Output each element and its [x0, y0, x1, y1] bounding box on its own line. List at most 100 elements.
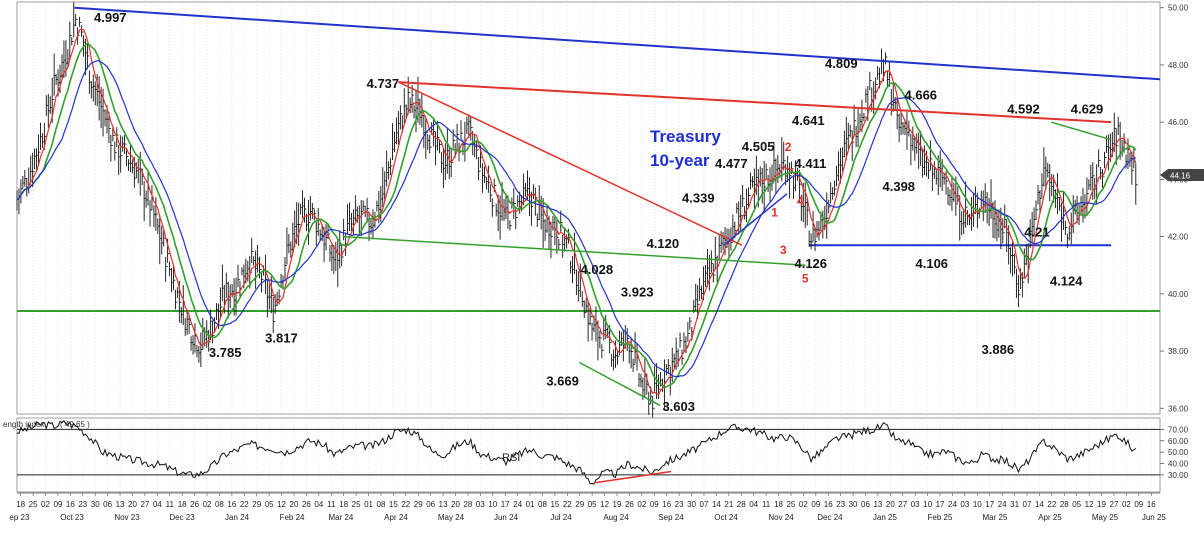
x-tick-label: 29 — [575, 500, 584, 509]
price-label: 4.106 — [916, 256, 949, 271]
wave-labels: 1 2 3 4 5 — [771, 140, 809, 286]
price-tick-label: 46.00 — [1168, 118, 1189, 127]
x-tick-label: 24 — [998, 500, 1007, 509]
x-tick-label: 10 — [488, 500, 497, 509]
x-tick-label: 11 — [327, 500, 336, 509]
rsi-line — [16, 419, 1137, 485]
x-tick-label: 27 — [898, 500, 907, 509]
x-tick-label: 15 — [550, 500, 559, 509]
chart-title-line2: 10-year — [650, 151, 710, 170]
x-tick-label: 27 — [1110, 500, 1119, 509]
x-tick-label: 16 — [66, 500, 75, 509]
month-label: Jun 24 — [494, 513, 519, 522]
x-tick-label: 13 — [116, 500, 125, 509]
x-tick-label: 16 — [1147, 500, 1156, 509]
price-label: 4.398 — [883, 179, 916, 194]
x-tick-label: 25 — [29, 500, 38, 509]
x-tick-label: 08 — [377, 500, 386, 509]
price-label: 4.641 — [792, 113, 825, 128]
x-tick-label: 29 — [414, 500, 423, 509]
x-tick-label: 17 — [985, 500, 994, 509]
price-label: 4.028 — [581, 262, 614, 277]
price-label: 3.817 — [265, 330, 298, 345]
x-tick-label: 12 — [1085, 500, 1094, 509]
price-label: 4.120 — [647, 236, 680, 251]
x-tick-label: 31 — [1010, 500, 1019, 509]
x-tick-label: 22 — [401, 500, 410, 509]
x-tick-label: 11 — [762, 500, 771, 509]
month-label: Aug 24 — [603, 513, 629, 522]
x-tick-label: 23 — [78, 500, 87, 509]
x-tick-label: 28 — [463, 500, 472, 509]
x-tick-label: 26 — [302, 500, 311, 509]
wave-label: 3 — [780, 243, 787, 257]
x-tick-label: 13 — [439, 500, 448, 509]
month-label: Feb 24 — [280, 513, 305, 522]
x-tick-label: 03 — [960, 500, 969, 509]
x-tick-label: 24 — [948, 500, 957, 509]
ma-mid — [16, 42, 1137, 389]
x-tick-label: 15 — [389, 500, 398, 509]
month-label: Apr 24 — [384, 513, 408, 522]
x-tick-label: 06 — [861, 500, 870, 509]
x-tick-label: 22 — [563, 500, 572, 509]
x-tick-label: 07 — [1023, 500, 1032, 509]
ma-slow — [16, 60, 1136, 378]
x-tick-label: 16 — [824, 500, 833, 509]
price-label: 4.505 — [742, 139, 775, 154]
price-tick-label: 50.00 — [1168, 4, 1189, 13]
wave-label: 4 — [797, 194, 804, 208]
month-label: ep 23 — [9, 513, 30, 522]
rsi-tick-label: 50.00 — [1168, 448, 1189, 457]
month-label: Jul 24 — [550, 513, 572, 522]
price-label: 4.126 — [794, 256, 827, 271]
trendline-blue-rise — [723, 193, 788, 246]
price-label: 4.666 — [905, 87, 938, 102]
x-tick-label: 21 — [724, 500, 733, 509]
x-tick-label: 06 — [103, 500, 112, 509]
x-tick-label: 14 — [712, 500, 721, 509]
x-tick-label: 12 — [600, 500, 609, 509]
x-tick-label: 09 — [811, 500, 820, 509]
x-tick-label: 18 — [339, 500, 348, 509]
x-tick-label: 26 — [625, 500, 634, 509]
trendline-green-channel — [343, 235, 806, 266]
price-label: 4.997 — [94, 10, 127, 25]
x-tick-label: 01 — [364, 500, 373, 509]
x-tick-label: 16 — [662, 500, 671, 509]
trendlines — [74, 6, 1161, 407]
x-tick-label: 05 — [1072, 500, 1081, 509]
x-tick-label: 18 — [774, 500, 783, 509]
price-label: 4.477 — [715, 156, 748, 171]
month-label: Dec 24 — [817, 513, 843, 522]
x-tick-label: 01 — [526, 500, 535, 509]
x-tick-label: 30 — [91, 500, 100, 509]
x-tick-label: 03 — [476, 500, 485, 509]
x-tick-label: 10 — [923, 500, 932, 509]
moving-averages — [16, 28, 1137, 396]
x-tick-label: 26 — [190, 500, 199, 509]
last-price-label: 44.16 — [1170, 172, 1191, 181]
x-axis: 18 25 02 09 16 23 30 06 13 20 27 04 11 18 26 02 08 16 22 29… — [9, 492, 1167, 522]
price-label: 3.603 — [662, 399, 695, 414]
rsi-label: RSI — [502, 452, 520, 464]
x-tick-label: 11 — [166, 500, 175, 509]
month-label: Jan 25 — [873, 513, 898, 522]
rsi-tick-label: 40.00 — [1168, 460, 1189, 469]
last-price-marker: 44.16 — [1160, 169, 1204, 181]
x-tick-label: 20 — [128, 500, 137, 509]
rsi-trendline — [593, 470, 672, 484]
x-tick-label: 02 — [637, 500, 646, 509]
rsi-series — [16, 419, 1137, 485]
price-label: 3.669 — [546, 373, 579, 388]
wave-label: 2 — [785, 140, 792, 154]
indicator-value: ( 49.65 ) — [60, 420, 90, 429]
x-tick-label: 09 — [53, 500, 62, 509]
month-label: Apr 25 — [1038, 513, 1062, 522]
x-tick-label: 02 — [1122, 500, 1131, 509]
x-tick-label: 17 — [501, 500, 510, 509]
month-label: Jun 25 — [1142, 513, 1167, 522]
trendline-red-fall — [398, 81, 743, 246]
